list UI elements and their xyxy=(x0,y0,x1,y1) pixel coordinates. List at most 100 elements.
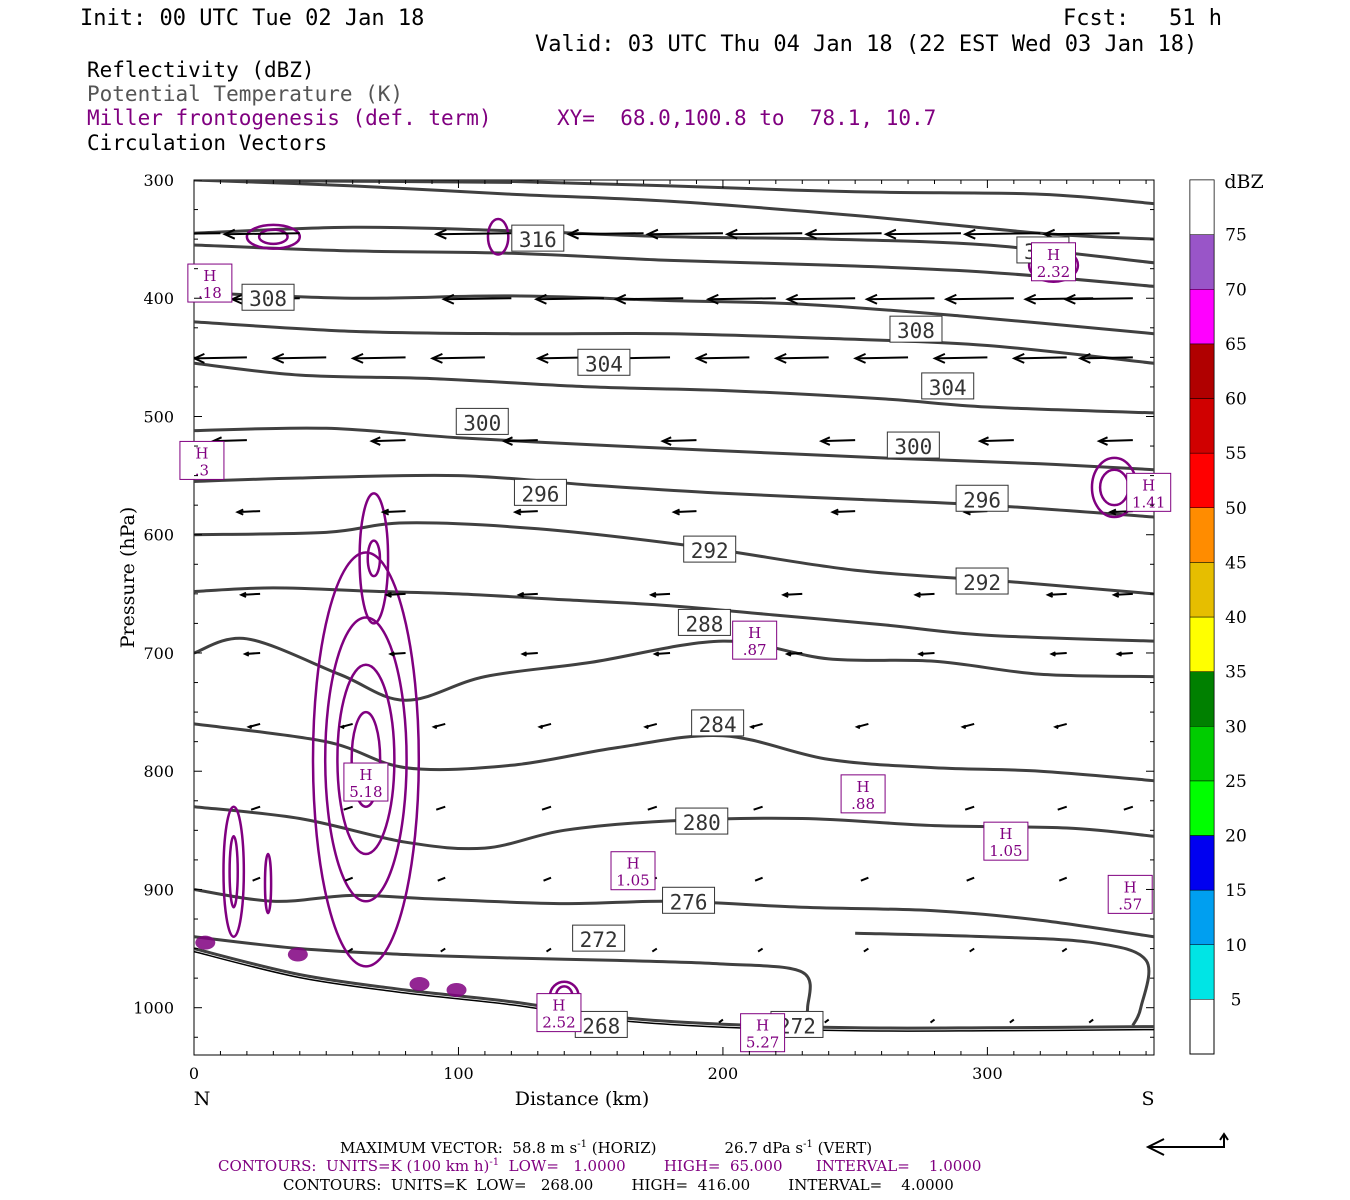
x-tick-label: 200 xyxy=(708,1064,739,1083)
circulation-vector xyxy=(806,232,882,236)
vector-head xyxy=(613,293,627,305)
circulation-vector xyxy=(946,297,1014,301)
theta-label-box xyxy=(955,484,1009,512)
circulation-vector xyxy=(437,876,446,882)
circulation-vector xyxy=(783,592,803,596)
frontogenesis-surface-patch xyxy=(409,977,430,992)
vector-head xyxy=(645,228,659,240)
theta-label-280: 280 xyxy=(683,811,721,835)
colorbar-label: 65 xyxy=(1225,335,1247,355)
colorbar-label: 15 xyxy=(1225,881,1247,901)
colorbar-swatch xyxy=(1189,944,1215,1000)
vector-head xyxy=(338,724,345,730)
colorbar-unit: dBZ xyxy=(1224,171,1263,193)
vector-head xyxy=(694,352,708,364)
fronto-max-value: 1.05 xyxy=(616,872,649,890)
circulation-vector xyxy=(615,297,684,301)
vector-head xyxy=(705,293,719,305)
circulation-vector xyxy=(1047,592,1067,596)
theta-label-276: 276 xyxy=(670,890,708,914)
colorbar-label: 35 xyxy=(1225,663,1247,683)
circulation-vector xyxy=(753,805,763,811)
circulation-vector xyxy=(885,232,961,236)
circulation-vector xyxy=(1080,356,1133,360)
theta-label-box xyxy=(572,924,626,952)
circulation-vector xyxy=(718,1018,724,1024)
theta-label-288: 288 xyxy=(685,612,723,636)
circulation-vector xyxy=(860,876,869,882)
fronto-max-marker: H xyxy=(1124,878,1137,896)
colorbar-label: 60 xyxy=(1225,390,1247,410)
vector-head xyxy=(238,591,247,598)
circulation-vector xyxy=(237,510,261,514)
vector-head xyxy=(804,228,818,240)
vector-head xyxy=(818,436,831,446)
circulation-vector xyxy=(969,947,975,953)
circulation-vector xyxy=(824,1018,830,1024)
fronto-max-box xyxy=(179,440,225,480)
y-tick-label: 500 xyxy=(143,407,174,426)
fronto-max-box xyxy=(840,774,886,814)
x-axis-label: Distance (km) xyxy=(515,1088,650,1110)
theta-contour-316 xyxy=(458,180,1154,206)
vector-head xyxy=(512,508,522,516)
circulation-vector xyxy=(224,232,300,236)
y-axis-label: Pressure (hPa) xyxy=(117,507,139,649)
circulation-vector xyxy=(1061,947,1068,953)
frontogenesis-contour xyxy=(311,551,421,968)
vector-head xyxy=(222,228,236,240)
y-tick-label: 800 xyxy=(143,762,174,781)
theta-label-box xyxy=(677,608,731,636)
vector-head xyxy=(784,651,792,657)
x-tick-label: 300 xyxy=(972,1064,1003,1083)
circulation-vector xyxy=(541,805,552,811)
vector-head xyxy=(516,591,525,598)
circulation-vector xyxy=(353,356,406,360)
colorbar-label: 10 xyxy=(1225,936,1247,956)
circulation-vector xyxy=(934,356,988,360)
circulation-vector xyxy=(787,297,856,301)
circulation-vector xyxy=(964,805,975,811)
colorbar-label: 55 xyxy=(1225,444,1247,464)
y-tick-label: 1000 xyxy=(133,999,174,1018)
legend-theta: Potential Temperature (K) xyxy=(87,82,404,106)
frontogenesis-contour xyxy=(228,835,239,909)
theta-contour-300 xyxy=(194,320,1154,365)
vector-head xyxy=(235,508,244,516)
frontogenesis-surface-patch xyxy=(287,947,308,962)
theta-label-292: 292 xyxy=(691,539,729,563)
reference-vector-head xyxy=(1145,1138,1165,1156)
circulation-vector xyxy=(515,510,538,514)
circulation-vector xyxy=(965,232,1041,236)
theta-label-box xyxy=(513,478,567,506)
vector-head xyxy=(520,651,527,657)
colorbar-swatch xyxy=(1189,452,1215,508)
theta-contour-304 xyxy=(194,243,1154,288)
theta-label-304: 304 xyxy=(585,352,623,376)
circulation-vector xyxy=(1058,876,1068,882)
circulation-vector xyxy=(504,439,538,443)
vector-head xyxy=(773,352,787,364)
frontogenesis-contour xyxy=(257,228,289,246)
theta-label-300: 300 xyxy=(463,411,501,435)
fronto-max-value: 2.32 xyxy=(1037,263,1070,281)
circulation-vector xyxy=(435,805,446,811)
y-tick-label: 300 xyxy=(143,171,174,190)
vector-head xyxy=(960,724,967,730)
y-tick-label: 400 xyxy=(143,289,174,308)
fronto-max-box xyxy=(1107,874,1153,914)
vector-head xyxy=(652,651,660,657)
circulation-vector xyxy=(1123,805,1134,811)
footer-contours-fronto: CONTOURS: UNITS=K (100 km h)-1 LOW= 1.00… xyxy=(218,1157,982,1175)
circulation-vector xyxy=(518,592,538,596)
circulation-vector xyxy=(776,356,829,360)
fronto-max-box xyxy=(1031,242,1077,282)
vector-head xyxy=(537,724,543,730)
fronto-max-marker: H xyxy=(1047,246,1060,264)
circulation-vector xyxy=(1057,805,1068,811)
fronto-max-box xyxy=(536,993,582,1033)
theta-label-304: 304 xyxy=(929,376,967,400)
fronto-max-value: 1.41 xyxy=(1132,493,1165,511)
circulation-vector xyxy=(545,947,552,953)
theta-contour-276 xyxy=(194,887,1154,939)
